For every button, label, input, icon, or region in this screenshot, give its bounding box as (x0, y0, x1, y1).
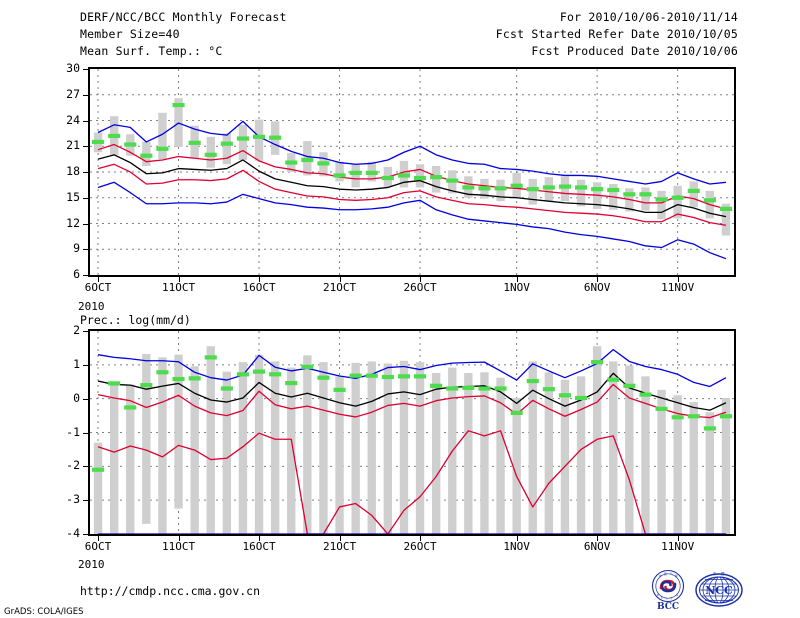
y-tick-mark (83, 94, 88, 96)
temperature-plot-area (88, 67, 736, 277)
x-tick-mark (516, 277, 518, 282)
x-tick-mark (178, 536, 180, 541)
y-tick-label: 21 (66, 138, 80, 153)
grads-credit: GrADS: COLA/IGES (4, 607, 84, 617)
bcc-logo-caption: BCC (657, 602, 679, 611)
ncc-logo: NCC 中国 (694, 569, 744, 611)
forecast-start-date-label: Fcst Started Refer Date 2010/10/05 (495, 27, 738, 41)
y-tick-mark (83, 249, 88, 251)
x-tick-label: 1NOV (503, 281, 530, 294)
y-tick-label: -1 (66, 424, 80, 439)
x-tick-label: 11NOV (661, 281, 695, 294)
y-tick-label: 30 (66, 61, 80, 75)
y-tick-mark (83, 500, 88, 502)
y-tick-mark (83, 534, 88, 535)
precipitation-plot-svg (90, 331, 734, 534)
y-tick-label: 15 (66, 189, 80, 204)
svg-text:气: 气 (670, 572, 673, 576)
x-tick-mark (597, 536, 599, 541)
y-tick-mark (83, 364, 88, 366)
x-tick-mark (420, 536, 422, 541)
svg-text:B: B (657, 593, 659, 597)
y-tick-label: 2 (73, 323, 80, 337)
y-tick-label: 9 (73, 241, 80, 256)
forecast-produced-date-label: Fcst Produced Date 2010/10/06 (531, 44, 738, 58)
y-tick-label: -4 (66, 526, 80, 540)
y-tick-mark (83, 275, 88, 276)
x-tick-mark (339, 536, 341, 541)
x-tick-mark (259, 536, 261, 541)
member-size-label: Member Size=40 (80, 27, 180, 41)
x-tick-label: 11OCT (161, 281, 196, 294)
svg-text:I: I (666, 597, 667, 601)
y-tick-label: 18 (66, 164, 80, 178)
y-tick-mark (83, 432, 88, 434)
y-tick-mark (83, 398, 88, 400)
x-tick-label: 1NOV (503, 540, 530, 553)
ncc-logo-caption: NCC (705, 584, 733, 597)
x-tick-mark (420, 277, 422, 282)
forecast-period-label: For 2010/10/06-2010/11/14 (559, 10, 738, 24)
svg-text:国: 国 (664, 572, 667, 576)
y-tick-mark (83, 146, 88, 148)
y-tick-label: 27 (66, 86, 80, 101)
x-tick-label: 21OCT (322, 281, 357, 294)
x-tick-label: 26OCT (403, 281, 437, 294)
x-tick-label: 11OCT (161, 540, 196, 553)
x-tick-mark (98, 536, 100, 541)
x-tick-label: 26OCT (403, 540, 437, 553)
x-tick-label: 6NOV (583, 281, 611, 294)
y-tick-mark (83, 120, 88, 122)
svg-text:G: G (676, 593, 678, 597)
x-tick-mark (516, 536, 518, 541)
x-tick-mark (677, 536, 679, 541)
x-tick-label: 6OCT (84, 281, 112, 294)
svg-text:象: 象 (675, 574, 678, 578)
svg-text:E: E (661, 596, 663, 600)
source-url[interactable]: http://cmdp.ncc.cma.gov.cn (80, 584, 261, 598)
x-tick-label: 11NOV (661, 540, 695, 553)
y-tick-mark (83, 69, 88, 70)
y-tick-label: -3 (66, 492, 80, 507)
svg-text:J: J (670, 596, 672, 600)
precipitation-plot-area (88, 329, 736, 536)
y-tick-label: -2 (66, 458, 80, 473)
precipitation-panel-title: Prec.: log(mm/d) (80, 313, 191, 327)
precipitation-x-axis-year: 2010 (78, 558, 105, 571)
x-tick-mark (597, 277, 599, 282)
temperature-plot-svg (90, 69, 734, 275)
x-tick-label: 6NOV (583, 540, 611, 553)
svg-text:中: 中 (659, 574, 662, 578)
y-tick-label: 12 (66, 215, 80, 230)
page-title: DERF/NCC/BCC Monthly Forecast (80, 10, 287, 24)
x-tick-label: 21OCT (322, 540, 357, 553)
x-tick-label: 16OCT (242, 281, 276, 294)
y-tick-mark (83, 197, 88, 199)
temperature-panel-title: Mean Surf. Temp.: °C (80, 44, 223, 58)
x-tick-label: 6OCT (84, 540, 112, 553)
y-tick-mark (83, 331, 88, 332)
y-tick-mark (83, 223, 88, 225)
temperature-x-axis-year: 2010 (78, 300, 105, 313)
x-tick-mark (677, 277, 679, 282)
x-tick-mark (98, 277, 100, 282)
svg-text:中: 中 (713, 571, 717, 576)
x-tick-mark (339, 277, 341, 282)
x-tick-mark (259, 277, 261, 282)
y-tick-mark (83, 466, 88, 468)
x-tick-label: 16OCT (242, 540, 276, 553)
y-tick-mark (83, 172, 88, 173)
y-tick-label: 24 (66, 112, 80, 127)
svg-text:国: 国 (721, 571, 725, 576)
y-tick-label: 6 (73, 267, 80, 281)
y-tick-label: 0 (73, 390, 80, 405)
x-tick-mark (178, 277, 180, 282)
y-tick-label: 1 (73, 356, 80, 371)
